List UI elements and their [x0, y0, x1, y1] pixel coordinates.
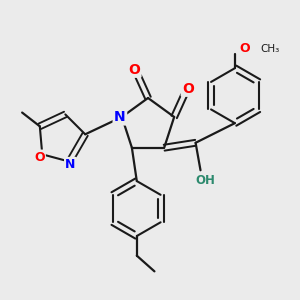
Text: CH₃: CH₃ — [260, 44, 280, 54]
Text: O: O — [128, 62, 140, 76]
Text: O: O — [182, 82, 194, 95]
Text: N: N — [114, 110, 126, 124]
Text: OH: OH — [196, 174, 215, 187]
Text: N: N — [114, 110, 126, 124]
Text: N: N — [65, 158, 76, 171]
Text: O: O — [34, 151, 45, 164]
Text: O: O — [239, 42, 250, 55]
